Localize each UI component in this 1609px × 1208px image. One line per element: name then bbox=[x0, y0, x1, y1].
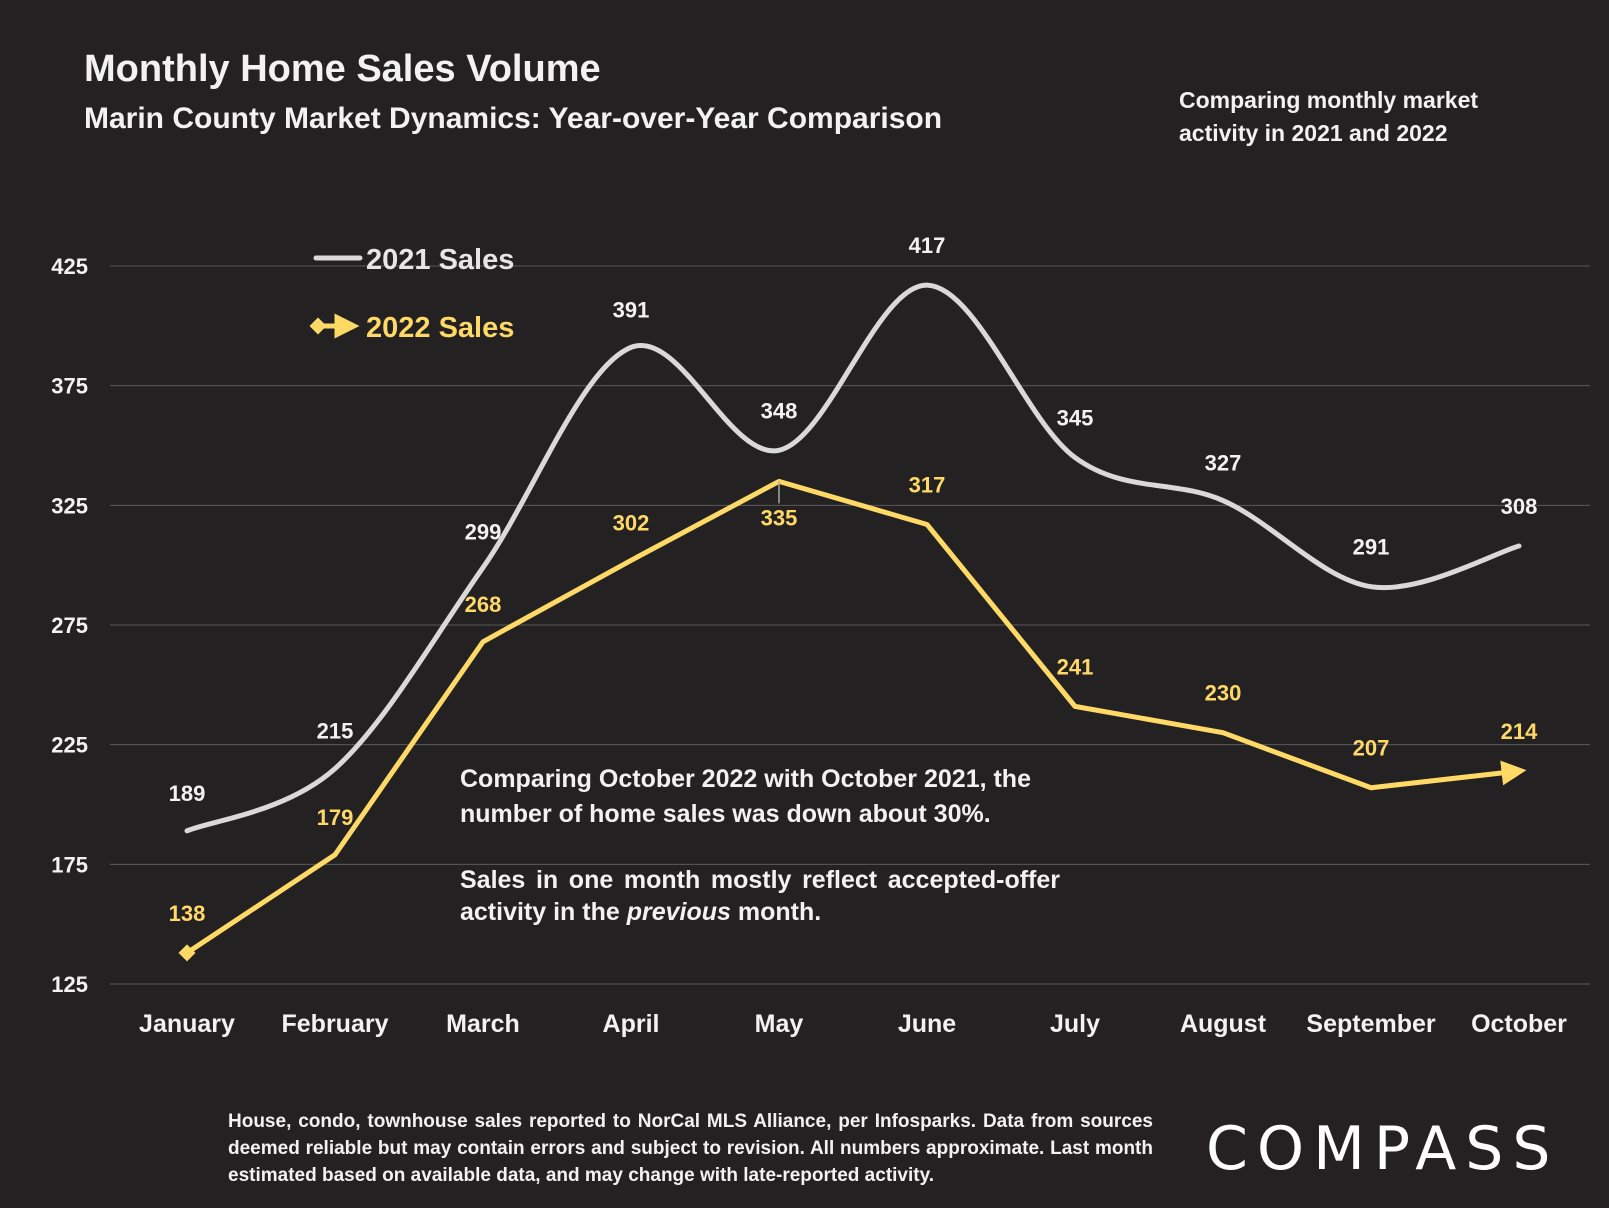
chart-subtitle: Marin County Market Dynamics: Year-over-… bbox=[84, 102, 943, 135]
y-tick-label: 325 bbox=[51, 493, 88, 518]
data-label: 268 bbox=[465, 592, 502, 617]
data-label: 230 bbox=[1205, 681, 1242, 706]
data-label: 215 bbox=[317, 719, 354, 744]
series-start-marker bbox=[178, 944, 196, 962]
annotation-text-2: Sales in one month mostly reflect accept… bbox=[460, 864, 1060, 928]
x-tick-label: October bbox=[1471, 1010, 1567, 1038]
legend-diamond-2022 bbox=[309, 317, 327, 335]
data-label: 207 bbox=[1353, 736, 1390, 761]
x-tick-label: March bbox=[446, 1010, 520, 1038]
x-tick-label: July bbox=[1050, 1010, 1100, 1038]
data-labels: 189 215 299 391 348 417 345 327 291 308 138 179 268 3… bbox=[169, 233, 1538, 926]
data-label: 417 bbox=[909, 233, 946, 258]
x-tick-label: January bbox=[139, 1010, 235, 1038]
source-footnote: House, condo, townhouse sales reported t… bbox=[228, 1111, 1153, 1186]
data-label: 335 bbox=[761, 505, 798, 530]
annotation-text-2-emphasis: previous bbox=[626, 898, 731, 926]
gridlines bbox=[110, 265, 1590, 985]
data-label: 138 bbox=[169, 901, 206, 926]
x-tick-label: April bbox=[603, 1010, 660, 1038]
series-lines bbox=[178, 282, 1527, 962]
data-label: 214 bbox=[1501, 719, 1538, 744]
annotation-text-2-pre: Sales in one month mostly reflect accept… bbox=[460, 866, 1060, 926]
data-label: 317 bbox=[909, 472, 946, 497]
compass-logo: COMPASS bbox=[1206, 1114, 1560, 1184]
data-label: 391 bbox=[613, 297, 650, 322]
series-line-2021 bbox=[184, 282, 1522, 834]
data-label: 189 bbox=[169, 781, 206, 806]
data-label: 299 bbox=[465, 520, 502, 545]
annotation-text-2-post: month. bbox=[730, 898, 822, 926]
chart-title: Monthly Home Sales Volume bbox=[84, 48, 601, 90]
x-tick-label: May bbox=[755, 1010, 804, 1038]
y-tick-label: 425 bbox=[51, 254, 88, 279]
legend-label-2021: 2021 Sales bbox=[366, 244, 514, 276]
data-label: 241 bbox=[1057, 654, 1094, 679]
data-label: 327 bbox=[1205, 451, 1242, 476]
legend-label-2022: 2022 Sales bbox=[366, 312, 514, 344]
x-tick-label: September bbox=[1306, 1010, 1435, 1038]
y-tick-label: 175 bbox=[51, 852, 88, 877]
x-axis-ticks: January February March April May June July Augu… bbox=[139, 1010, 1567, 1038]
x-tick-label: August bbox=[1180, 1010, 1267, 1038]
y-tick-label: 225 bbox=[51, 733, 88, 758]
x-tick-label: February bbox=[282, 1010, 389, 1038]
data-label: 348 bbox=[761, 398, 798, 423]
top-note: Comparing monthly market activity in 202… bbox=[1179, 87, 1479, 146]
data-label: 179 bbox=[317, 805, 354, 830]
legend: 2021 Sales 2022 Sales bbox=[309, 244, 514, 344]
annotation-text-1: Comparing October 2022 with October 2021… bbox=[460, 765, 1031, 828]
y-tick-label: 375 bbox=[51, 374, 88, 399]
y-tick-label: 275 bbox=[51, 613, 88, 638]
y-axis-ticks: 125 175 225 275 325 375 425 bbox=[51, 254, 88, 997]
data-label: 291 bbox=[1353, 535, 1390, 560]
series-line-2022 bbox=[184, 478, 1527, 956]
y-tick-label: 125 bbox=[51, 972, 88, 997]
data-label: 345 bbox=[1057, 405, 1094, 430]
annotation-box: Comparing October 2022 with October 2021… bbox=[460, 762, 1060, 928]
data-label: 302 bbox=[613, 510, 650, 535]
data-label: 308 bbox=[1501, 494, 1538, 519]
x-tick-label: June bbox=[898, 1010, 956, 1038]
